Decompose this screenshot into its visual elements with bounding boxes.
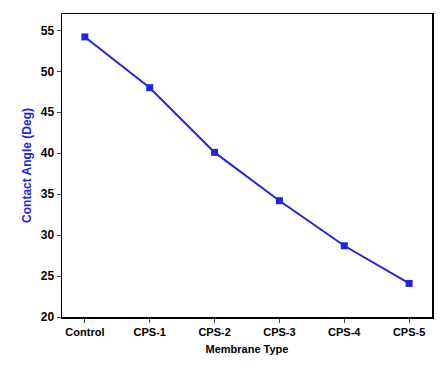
svg-text:30: 30	[41, 228, 55, 242]
svg-text:CPS-4: CPS-4	[328, 326, 361, 338]
svg-text:50: 50	[41, 65, 55, 79]
svg-text:40: 40	[41, 146, 55, 160]
svg-text:CPS-1: CPS-1	[134, 326, 166, 338]
svg-text:35: 35	[41, 187, 55, 201]
svg-text:Contact Angle (Deg): Contact Angle (Deg)	[20, 108, 34, 223]
svg-text:55: 55	[41, 24, 55, 38]
svg-text:CPS-5: CPS-5	[393, 326, 425, 338]
svg-text:45: 45	[41, 105, 55, 119]
svg-text:25: 25	[41, 269, 55, 283]
svg-text:CPS-3: CPS-3	[263, 326, 295, 338]
svg-text:Membrane Type: Membrane Type	[206, 343, 289, 355]
svg-text:CPS-2: CPS-2	[198, 326, 230, 338]
svg-text:Control: Control	[65, 326, 104, 338]
svg-text:20: 20	[41, 310, 55, 324]
